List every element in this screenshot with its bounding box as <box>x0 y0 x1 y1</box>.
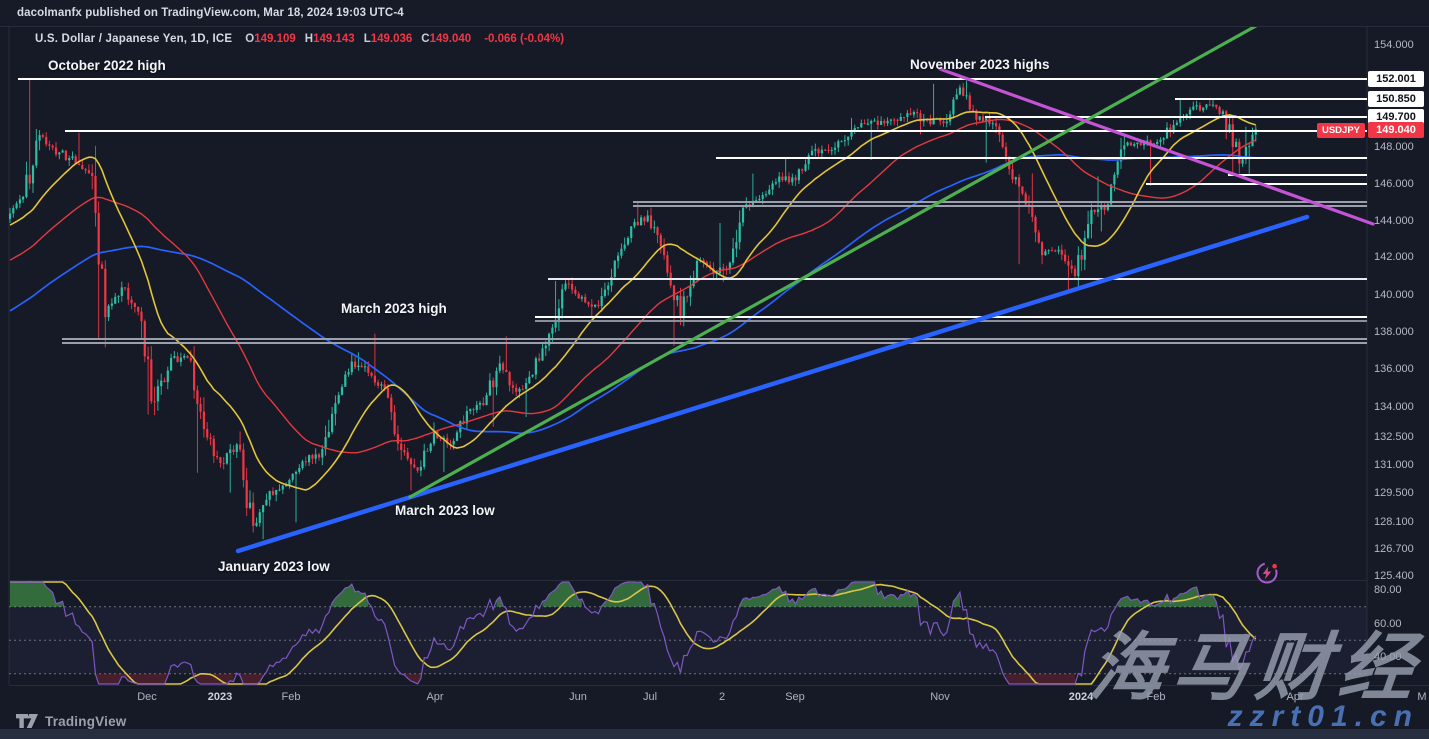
rsi-tick: 60.00 <box>1374 617 1402 630</box>
time-tick-month: Feb <box>1146 691 1166 703</box>
time-tick-year: 2024 <box>1068 691 1094 703</box>
annotation-october-2022-high: October 2022 high <box>48 58 166 73</box>
time-tick-month: Feb <box>281 691 301 703</box>
change-value: -0.066 (-0.04%) <box>484 33 565 45</box>
price-tick: 134.000 <box>1374 401 1414 413</box>
price-tick: 136.000 <box>1374 363 1414 375</box>
price-tick: 148.000 <box>1374 141 1414 153</box>
price-tick: 144.000 <box>1374 215 1414 227</box>
ohlc-close: C149.040 <box>421 33 472 45</box>
price-tick: 142.000 <box>1374 251 1414 263</box>
bottom-bar <box>0 729 1429 739</box>
flash-boost-icon[interactable] <box>1254 560 1280 586</box>
tradingview-logo-icon <box>16 714 38 728</box>
ohlc-open: O149.109 <box>245 33 296 45</box>
time-tick-month: Apr <box>1286 691 1304 703</box>
level-price-badge: 150.850 <box>1368 91 1424 107</box>
annotation-january-2023-low: January 2023 low <box>218 559 330 574</box>
annotation-march-2023-high: March 2023 high <box>341 301 447 316</box>
watermark-site: zzrt01.cn <box>1227 700 1419 733</box>
publish-header: dacolmanfx published on TradingView.com,… <box>0 0 1429 27</box>
price-tick: 138.000 <box>1374 326 1414 338</box>
trendlines <box>235 27 1375 554</box>
price-tick: 125.400 <box>1374 570 1414 582</box>
price-tick: 154.000 <box>1374 39 1414 51</box>
price-tick: 132.500 <box>1374 431 1414 443</box>
price-tick: 128.100 <box>1374 516 1414 528</box>
ohlc-values: O149.109 H149.143 L149.036 C149.040 <box>245 33 471 45</box>
time-tick-month: Nov <box>930 691 950 703</box>
time-tick-year: 2023 <box>207 691 233 703</box>
ohlc-low: L149.036 <box>363 33 413 45</box>
symbol-title[interactable]: U.S. Dollar / Japanese Yen, 1D, ICE <box>35 33 233 45</box>
ohlc-high: H149.143 <box>304 33 355 45</box>
price-tick: 146.000 <box>1374 178 1414 190</box>
time-tick-month: 2 <box>718 691 726 703</box>
time-tick-month: Sep <box>785 691 805 703</box>
watermark-cn: 海马财经 <box>1086 626 1427 709</box>
current-price-badge: 149.040 <box>1368 122 1424 138</box>
price-tick: 131.000 <box>1374 459 1414 471</box>
annotation-march-2023-low: March 2023 low <box>395 503 495 518</box>
rsi-panel <box>9 581 1367 685</box>
time-tick-month: M <box>1417 691 1427 703</box>
tradingview-brand[interactable]: TradingView <box>16 714 126 729</box>
moving-averages <box>9 110 1257 491</box>
time-tick-month: Dec <box>137 691 157 703</box>
price-tick: 129.500 <box>1374 487 1414 499</box>
level-price-badge: 149.700 <box>1368 109 1424 125</box>
candles <box>9 79 1257 540</box>
support-resistance-lines <box>18 78 1367 344</box>
published-line: dacolmanfx published on TradingView.com,… <box>17 7 404 19</box>
time-tick-month: Jun <box>569 691 587 703</box>
annotation-november-2023-highs: November 2023 highs <box>910 57 1050 72</box>
tradingview-wordmark: TradingView <box>45 714 127 729</box>
rsi-tick: 80.00 <box>1374 584 1402 596</box>
price-tick: 126.700 <box>1374 543 1414 555</box>
level-price-badge: 152.001 <box>1368 71 1424 87</box>
price-tick: 140.000 <box>1374 289 1414 301</box>
rsi-tick: 40.00 <box>1374 651 1402 663</box>
time-tick-month: Jul <box>642 691 658 703</box>
symbol-info-bar[interactable]: U.S. Dollar / Japanese Yen, 1D, ICE O149… <box>35 33 564 45</box>
time-tick-month: Apr <box>426 691 444 703</box>
symbol-price-tag: USDJPY <box>1317 122 1365 138</box>
